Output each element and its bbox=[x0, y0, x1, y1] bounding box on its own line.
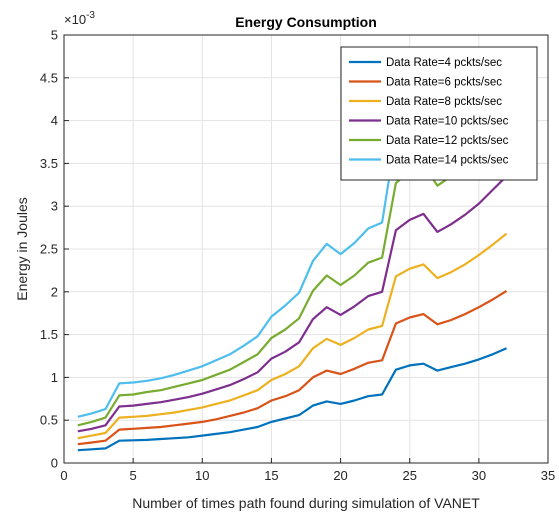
y-tick-label: 3 bbox=[51, 199, 58, 214]
y-tick-label: 4 bbox=[51, 113, 58, 128]
y-tick-label: 0.5 bbox=[40, 413, 58, 428]
x-tick-label: 25 bbox=[402, 468, 416, 483]
y-tick-label: 5 bbox=[51, 28, 58, 43]
x-axis-ticks: 0 5 10 15 20 25 30 35 bbox=[60, 458, 555, 483]
y-axis-ticks: 0 0.5 1 1.5 2 2.5 3 3.5 4 4.5 5 bbox=[40, 28, 69, 471]
y-tick-label: 2.5 bbox=[40, 242, 58, 257]
y-exponent-label: ×10-3 bbox=[64, 10, 95, 27]
x-tick-label: 0 bbox=[60, 468, 67, 483]
x-tick-label: 15 bbox=[264, 468, 278, 483]
legend-label-6: Data Rate=14 pckts/sec bbox=[386, 155, 509, 167]
series-line-1 bbox=[77, 347, 507, 452]
legend-label-3: Data Rate=8 pckts/sec bbox=[386, 96, 502, 108]
y-tick-label: 2 bbox=[51, 284, 58, 299]
x-axis-label: Number of times path found during simula… bbox=[132, 495, 480, 511]
y-tick-label: 1.5 bbox=[40, 327, 58, 342]
legend: Data Rate=4 pckts/sec Data Rate=6 pckts/s… bbox=[340, 46, 538, 181]
y-axis-label: Energy in Joules bbox=[14, 197, 30, 301]
series-line-3 bbox=[77, 232, 508, 440]
series-line-2 bbox=[77, 289, 508, 446]
series-line-5 bbox=[77, 118, 508, 427]
x-tick-label: 10 bbox=[195, 468, 209, 483]
x-tick-label: 5 bbox=[130, 468, 137, 483]
legend-label-5: Data Rate=12 pckts/sec bbox=[386, 135, 509, 147]
series-line-4 bbox=[77, 175, 508, 433]
x-tick-label: 30 bbox=[472, 468, 486, 483]
chart-title: Energy Consumption bbox=[235, 14, 377, 30]
legend-label-1: Data Rate=4 pckts/sec bbox=[386, 57, 502, 69]
legend-label-2: Data Rate=6 pckts/sec bbox=[386, 77, 502, 89]
legend-label-4: Data Rate=10 pckts/sec bbox=[386, 116, 509, 128]
y-tick-label: 1 bbox=[51, 370, 58, 385]
x-tick-label: 35 bbox=[541, 468, 555, 483]
y-tick-label: 3.5 bbox=[40, 156, 58, 171]
x-tick-label: 20 bbox=[333, 468, 347, 483]
legend-box bbox=[340, 46, 538, 181]
y-tick-label: 0 bbox=[51, 456, 58, 471]
y-tick-label: 4.5 bbox=[40, 70, 58, 85]
